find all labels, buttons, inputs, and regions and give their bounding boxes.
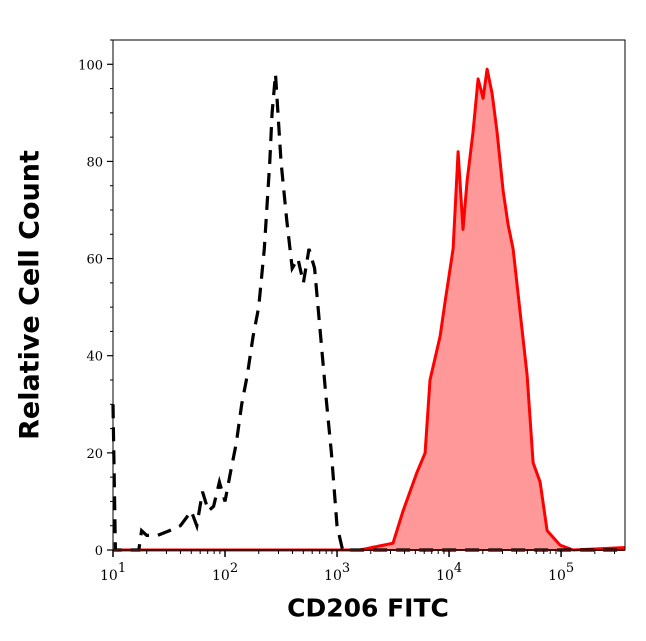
y-tick-label: 0 [95, 544, 103, 559]
x-axis-label: CD206 FITC [287, 593, 449, 623]
y-tick-label: 100 [78, 58, 103, 73]
x-tick-label: 105 [548, 561, 574, 584]
series-fill-area [113, 69, 625, 550]
x-tick-label: 104 [436, 561, 462, 584]
y-tick-label: 20 [86, 447, 103, 462]
plot-frame [112, 39, 626, 551]
series-line-control [111, 73, 625, 552]
y-tick-label: 80 [86, 155, 103, 170]
x-tick-label: 103 [324, 561, 350, 584]
series-line-stained [113, 67, 625, 552]
y-tick-label: 60 [86, 253, 103, 268]
series-layer [111, 67, 625, 552]
axes-layer: 0 20 40 60 80 100 101 102 103 104 105 [78, 39, 626, 584]
y-tick-label: 40 [86, 350, 103, 365]
x-tick-label: 101 [100, 561, 126, 584]
x-tick-label: 102 [212, 561, 238, 584]
y-axis-label: Relative Cell Count [14, 150, 46, 440]
